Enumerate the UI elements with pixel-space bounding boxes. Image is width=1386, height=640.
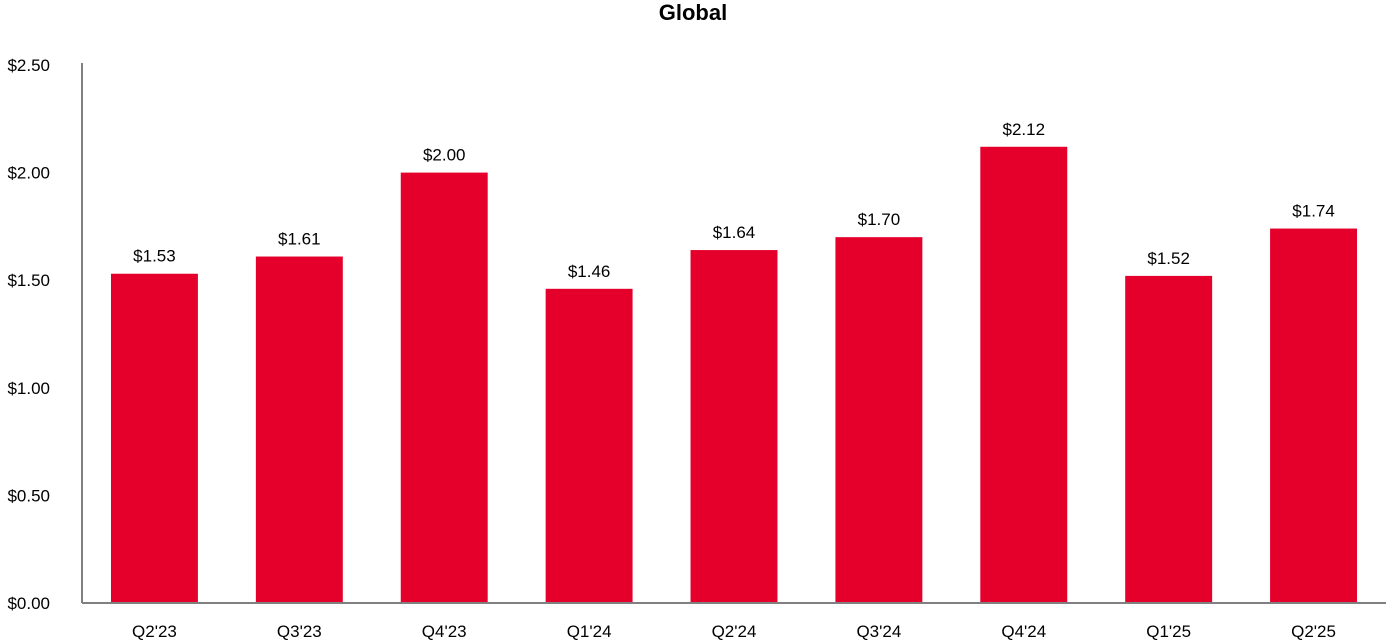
data-label: $1.64	[713, 223, 756, 242]
x-tick-label: Q1'25	[1146, 622, 1191, 640]
data-label: $1.46	[568, 262, 611, 281]
bar	[1125, 275, 1213, 603]
y-tick-label: $1.50	[7, 271, 50, 290]
bar	[110, 273, 198, 603]
y-tick-label: $2.50	[7, 56, 50, 75]
x-tick-label: Q3'23	[277, 622, 322, 640]
data-label: $2.00	[423, 146, 466, 165]
x-tick-label: Q3'24	[856, 622, 901, 640]
data-label: $1.70	[858, 210, 901, 229]
x-tick-label: Q4'24	[1001, 622, 1046, 640]
bar	[255, 256, 343, 603]
x-tick-label: Q2'25	[1291, 622, 1336, 640]
x-tick-label: Q4'23	[422, 622, 467, 640]
x-tick-label: Q1'24	[567, 622, 612, 640]
bar	[980, 146, 1068, 603]
y-tick-label: $1.00	[7, 379, 50, 398]
y-tick-label: $0.00	[7, 594, 50, 613]
x-axis: Q2'23 Q3'23 Q4'23 Q1'24 Q2'24 Q3'24 Q4'24 Q1'25…	[82, 602, 1386, 640]
data-label: $1.53	[133, 247, 176, 266]
x-tick-label: Q2'24	[712, 622, 757, 640]
data-label: $2.12	[1003, 120, 1046, 139]
bar	[545, 288, 633, 603]
y-tick-label: $2.00	[7, 164, 50, 183]
bar	[1270, 228, 1358, 603]
y-axis: $0.00 $0.50 $1.00 $1.50 $2.00 $2.50	[7, 56, 83, 613]
bar	[690, 250, 778, 603]
bar	[835, 237, 923, 603]
data-label: $1.74	[1292, 202, 1335, 221]
bars: $1.53 $1.61 $2.00 $1.46 $1.64 $1.70 $2.12 $1.52…	[110, 120, 1358, 603]
y-tick-label: $0.50	[7, 486, 50, 505]
data-label: $1.52	[1147, 249, 1190, 268]
data-label: $1.61	[278, 230, 321, 249]
bar	[400, 172, 488, 603]
chart-title: Global	[659, 0, 727, 25]
x-tick-label: Q2'23	[132, 622, 177, 640]
